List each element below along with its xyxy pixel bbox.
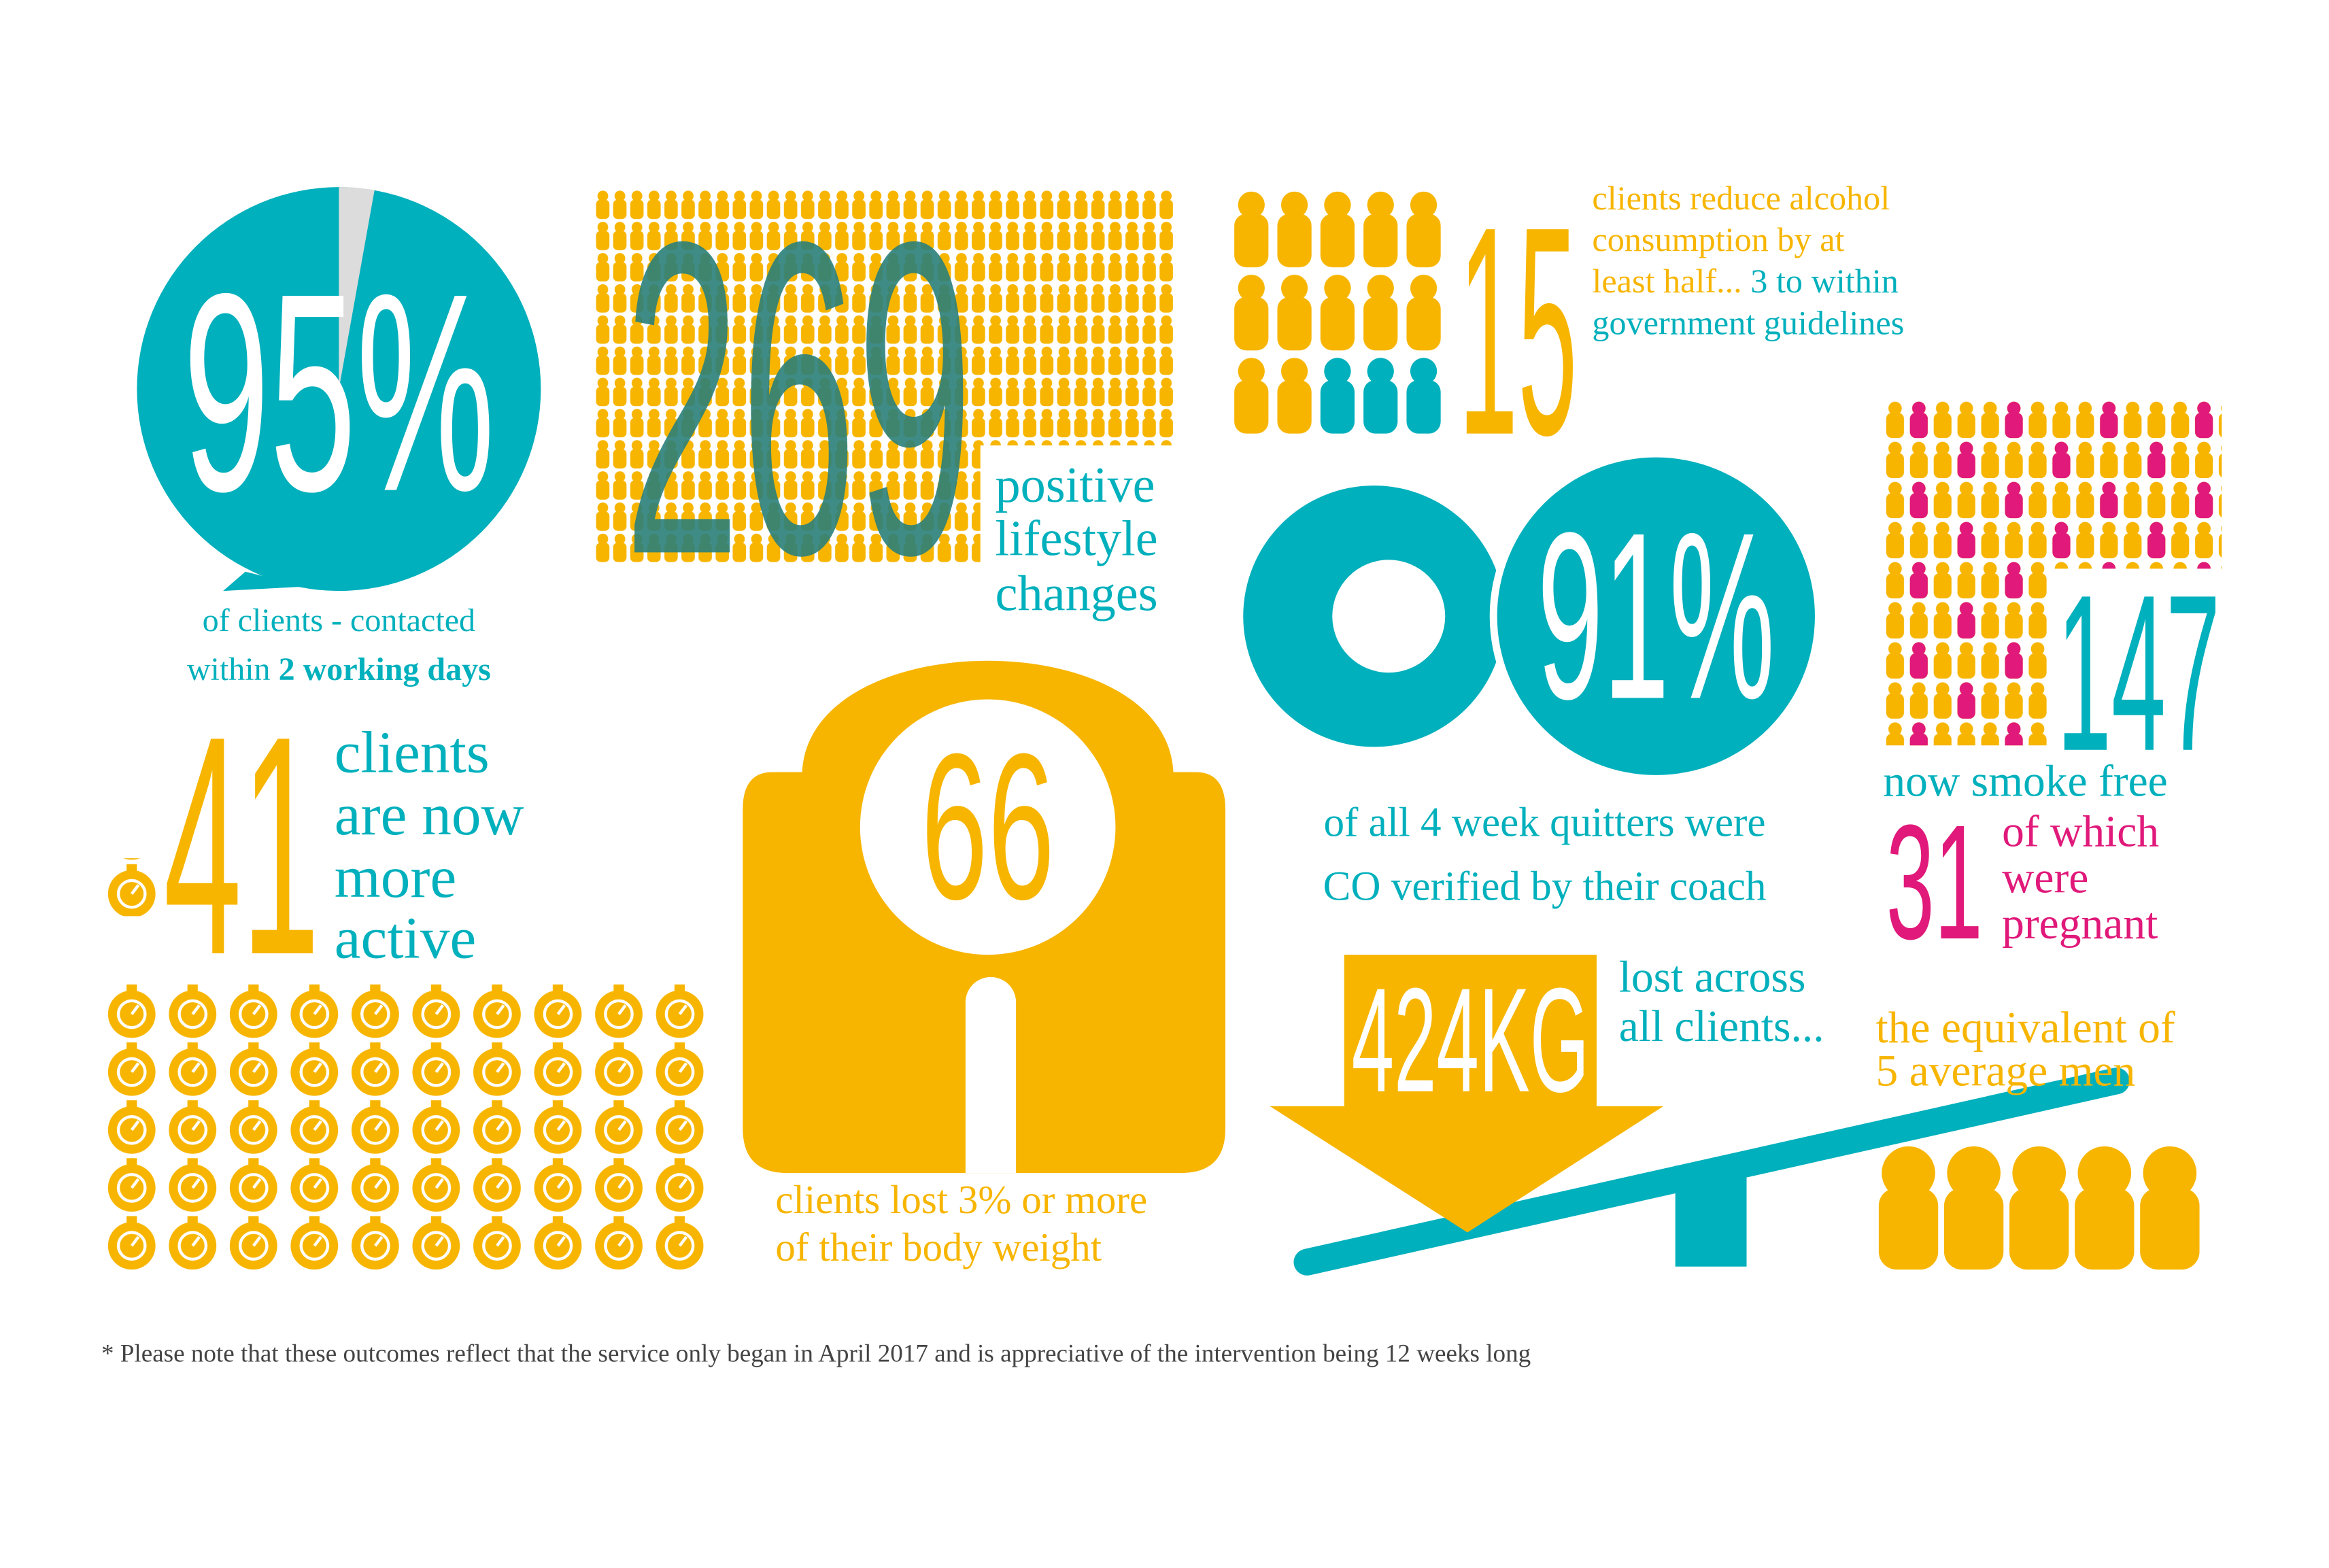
alcohol-block: 15 clients reduce alcohol consumption by… [1229,165,1904,497]
scale-dial [860,699,1116,955]
bubble-tail [223,571,305,592]
label-backing [980,445,1189,579]
circle [1497,457,1815,775]
caption: of all 4 week quitters were [1323,800,1765,845]
caption: were [2002,853,2088,902]
figure: 424KG [1352,957,1589,1123]
stopwatch [101,858,163,917]
figure: 95% [183,235,495,550]
caption: now smoke free [1883,757,2167,806]
figure: 66 [921,710,1055,942]
men [1878,1146,2200,1270]
contacted-block: 95% of clients - contacted within 2 work… [137,187,541,687]
caption: least half... 3 to within [1592,262,1899,300]
caption: consumption by at [1592,220,1844,258]
scale-slot [965,976,1017,1174]
caption-emphasis: 2 working days [279,651,491,687]
highlight-people [1316,356,1446,440]
figure: 41 [164,672,320,1020]
caption: clients lost 3% or more [775,1177,1147,1222]
lost-block: 424KG lost across all clients... the equ… [1270,953,2200,1276]
weight-block: 66 clients lost 3% or more of their body… [743,660,1226,1269]
caption: are now [335,781,524,847]
caption: all clients... [1619,1002,1824,1051]
caption: pregnant [2002,900,2158,949]
caption: clients [335,719,490,785]
caption: 5 average men [1875,1046,2135,1095]
caption: of clients - contacted [203,602,475,638]
figure: 91% [1537,483,1775,749]
caption: least half... [1592,262,1741,300]
ring-hole [1332,560,1446,673]
caption: of their body weight [775,1225,1102,1269]
caption: government guidelines [1592,303,1904,341]
stopwatch-grid [101,983,711,1273]
caption: of which [2002,808,2159,857]
caption: within 2 working days [187,651,491,687]
lifestyle-block: 269 positive lifestyle changes [594,149,1189,647]
caption: more [335,844,456,910]
figure: 15 [1459,165,1578,497]
arrow [1270,955,1664,1233]
active-block: 41 clients are now more active [101,672,711,1273]
caption: the equivalent of [1875,1004,2175,1053]
footnote: * Please note that these outcomes reflec… [101,1340,1531,1367]
caption: lifestyle [996,511,1158,567]
bubble-wedge [339,187,375,390]
caption: within [187,651,271,687]
fulcrum [1675,1165,1747,1267]
caption: CO verified by their coach [1323,864,1767,909]
smoke-block: 147 now smoke free 31 of which were preg… [1883,400,2228,973]
figure: 147 [2057,549,2220,798]
caption: lost across [1619,953,1806,1002]
caption: changes [996,566,1158,622]
caption: 3 to within [1750,262,1899,300]
verified-block: 91% of all 4 week quitters were CO verif… [1243,449,1822,909]
figure: 269 [624,149,973,647]
caption: clients reduce alcohol [1592,179,1890,217]
figure-backing [2049,568,2228,755]
caption: positive [996,458,1155,513]
caption: active [335,904,476,970]
pregnant-figure: 31 [1886,791,1983,973]
